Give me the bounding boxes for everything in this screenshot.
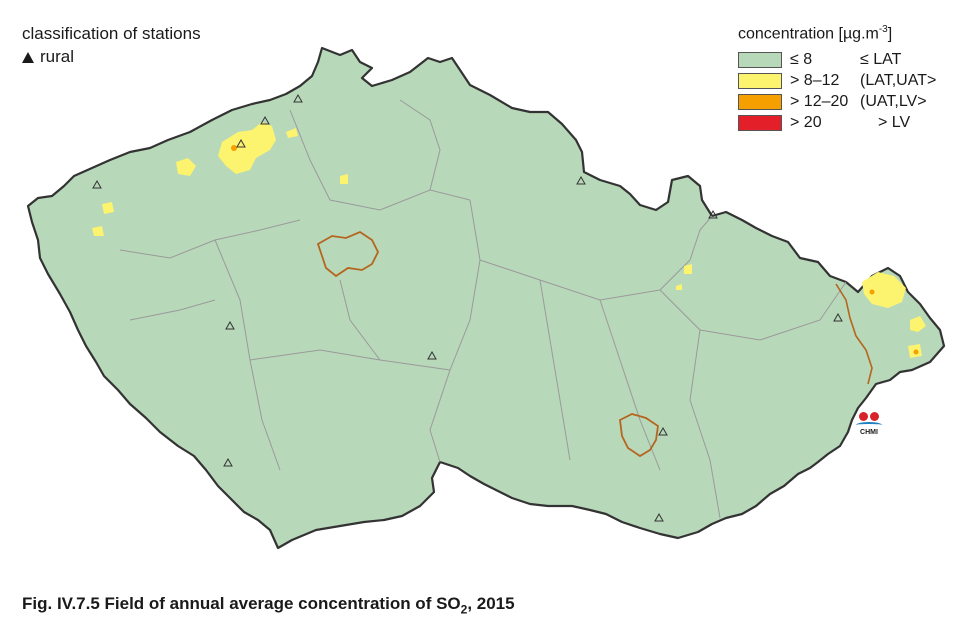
legend-class: (UAT,LV> <box>860 92 927 110</box>
logo-text: CHMI <box>860 429 878 436</box>
legend-row: > 12–20 (UAT,LV> <box>738 91 936 112</box>
rural-legend-item: rural <box>22 47 74 67</box>
legend-row: ≤ 8 ≤ LAT <box>738 49 936 70</box>
legend-swatch <box>738 51 782 68</box>
country-outline <box>26 46 946 550</box>
triangle-icon <box>22 51 34 63</box>
legend-class: ≤ LAT <box>860 50 902 68</box>
region-boundaries <box>119 99 847 519</box>
brno-outline <box>619 413 659 458</box>
legend-row: > 20 > LV <box>738 112 936 133</box>
stations-title: classification of stations <box>22 24 201 43</box>
logo-dot-icon <box>870 412 879 421</box>
legend-title: concentration [µg.m-3] <box>738 24 893 43</box>
legend-swatch <box>738 93 782 110</box>
map-canvas <box>26 46 946 550</box>
legend-value: > 12–20 <box>790 92 849 110</box>
legend-value: > 20 <box>790 113 822 131</box>
rural-stations <box>92 93 843 522</box>
rural-label: rural <box>40 47 75 66</box>
prague-outline <box>316 230 380 278</box>
legend-swatch <box>738 72 782 89</box>
logo-wave-icon <box>856 422 882 428</box>
legend-class: (LAT,UAT> <box>860 71 937 89</box>
figure-caption: Fig. IV.7.5 Field of annual average conc… <box>22 594 515 617</box>
legend-class: > LV <box>878 113 911 131</box>
legend-swatch <box>738 114 782 131</box>
legend-value: > 8–12 <box>790 71 840 89</box>
legend-value: ≤ 8 <box>790 50 813 68</box>
concentration-hotspots <box>92 122 926 358</box>
logo-dot-icon <box>859 412 868 421</box>
legend-row: > 8–12 (LAT,UAT> <box>738 70 936 91</box>
ostrava-district-line <box>835 283 873 385</box>
chmi-logo: CHMI <box>852 412 886 436</box>
concentration-legend: concentration [µg.m-3] ≤ 8 ≤ LAT > 8–12 … <box>738 24 936 133</box>
